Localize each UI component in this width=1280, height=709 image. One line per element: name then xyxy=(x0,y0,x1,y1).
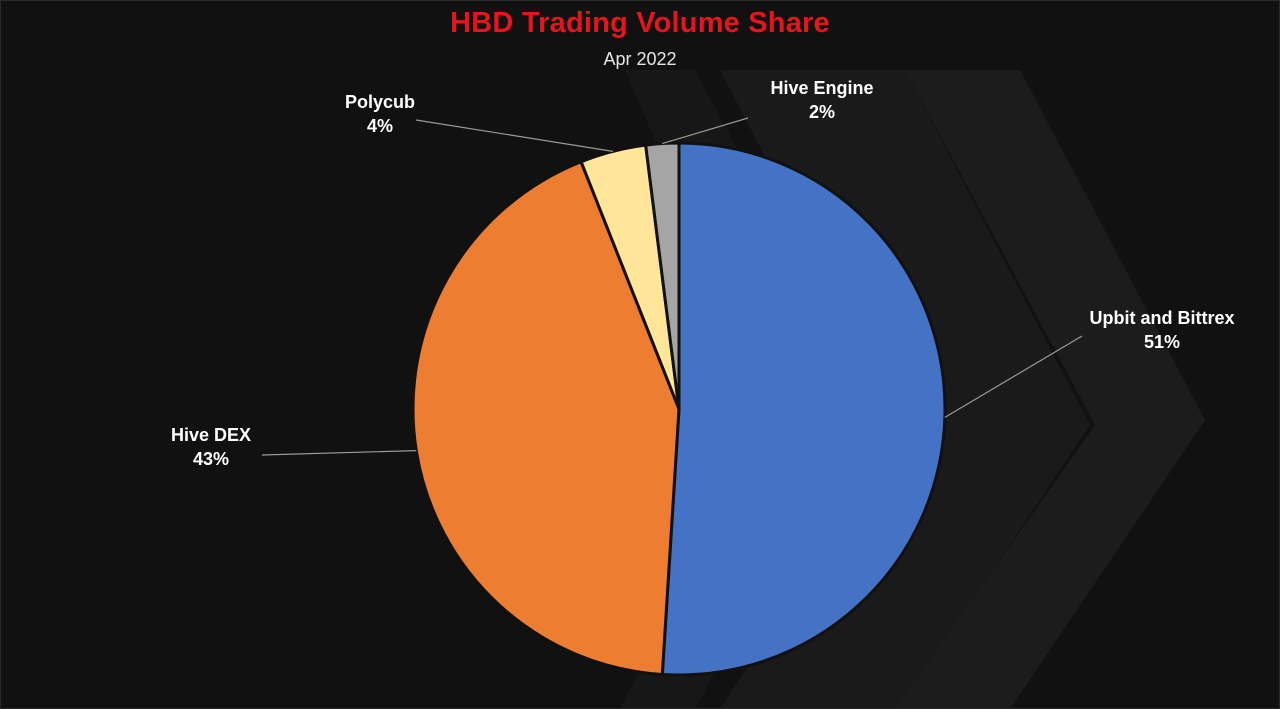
leader-lines xyxy=(261,117,1083,456)
leader-line-polycub xyxy=(415,119,613,152)
leader-line-hive-engine xyxy=(662,117,749,145)
data-label-category: Polycub xyxy=(345,92,415,112)
leader-line-hive-dex xyxy=(261,450,417,456)
pie-slice-hive-engine xyxy=(643,141,681,410)
chart-subtitle: Apr 2022 xyxy=(603,49,677,69)
data-label-value: 2% xyxy=(809,102,835,122)
data-label-hive-dex: Hive DEX 43% xyxy=(171,425,251,469)
data-label-category: Hive Engine xyxy=(770,78,873,98)
data-label-value: 51% xyxy=(1144,332,1180,352)
data-label-value: 43% xyxy=(193,449,229,469)
data-label-category: Upbit and Bittrex xyxy=(1089,308,1234,328)
data-labels: Upbit and Bittrex 51% Hive DEX 43% Polycub 4%… xyxy=(171,78,1235,469)
data-label-polycub: Polycub 4% xyxy=(345,92,415,136)
pie-slices xyxy=(411,141,947,677)
data-label-hive-engine: Hive Engine 2% xyxy=(770,78,873,122)
pie-slice-hive-dex xyxy=(411,159,681,677)
leader-line-upbit-and-bittrex xyxy=(944,335,1083,418)
data-label-value: 4% xyxy=(367,116,393,136)
pie-slice-upbit-and-bittrex xyxy=(660,141,947,677)
chevron-shape-right xyxy=(895,70,1205,709)
data-label-upbit-and-bittrex: Upbit and Bittrex 51% xyxy=(1089,308,1234,352)
chart-title: HBD Trading Volume Share xyxy=(450,7,830,39)
data-label-category: Hive DEX xyxy=(171,425,251,445)
